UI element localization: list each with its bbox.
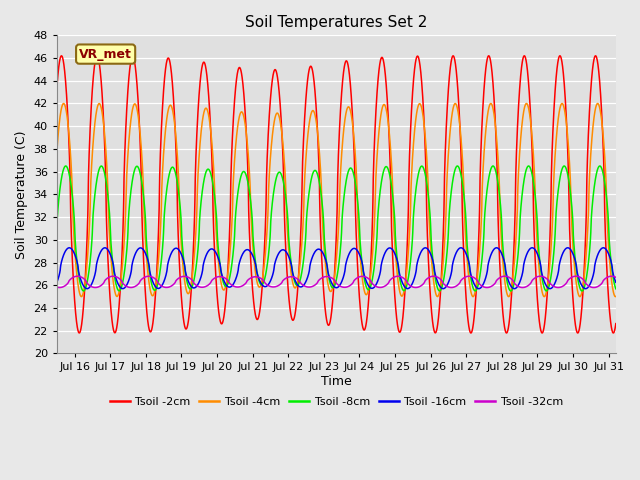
- Tsoil -2cm: [470, 316, 477, 322]
- Y-axis label: Soil Temperature (C): Soil Temperature (C): [15, 130, 28, 259]
- Tsoil -16cm: [612, 279, 620, 285]
- Tsoil -32cm: [536, 273, 544, 279]
- Line: Tsoil -16cm: Tsoil -16cm: [57, 248, 616, 288]
- Text: VR_met: VR_met: [79, 48, 132, 60]
- Tsoil -32cm: [53, 284, 61, 290]
- Title: Soil Temperatures Set 2: Soil Temperatures Set 2: [245, 15, 428, 30]
- Tsoil -16cm: [388, 246, 396, 252]
- Tsoil -8cm: [417, 165, 424, 170]
- Tsoil -32cm: [388, 276, 396, 281]
- Tsoil -32cm: [267, 284, 275, 289]
- Tsoil -16cm: [564, 245, 572, 251]
- Tsoil -8cm: [53, 226, 61, 231]
- Line: Tsoil -8cm: Tsoil -8cm: [57, 166, 616, 291]
- Tsoil -16cm: [470, 281, 477, 287]
- Tsoil -4cm: [417, 101, 424, 107]
- Tsoil -8cm: [513, 266, 520, 272]
- Tsoil -32cm: [612, 275, 620, 280]
- Tsoil -4cm: [513, 228, 520, 234]
- Tsoil -16cm: [513, 285, 520, 290]
- Line: Tsoil -2cm: Tsoil -2cm: [57, 56, 616, 333]
- Tsoil -4cm: [388, 171, 396, 177]
- Tsoil -16cm: [417, 251, 424, 256]
- Line: Tsoil -4cm: Tsoil -4cm: [57, 104, 616, 297]
- Tsoil -4cm: [540, 294, 548, 300]
- Tsoil -16cm: [546, 286, 554, 291]
- Tsoil -2cm: [417, 65, 424, 71]
- Tsoil -32cm: [417, 283, 424, 289]
- Tsoil -8cm: [154, 278, 162, 284]
- Tsoil -8cm: [388, 187, 396, 193]
- Legend: Tsoil -2cm, Tsoil -4cm, Tsoil -8cm, Tsoil -16cm, Tsoil -32cm: Tsoil -2cm, Tsoil -4cm, Tsoil -8cm, Tsoi…: [105, 393, 568, 411]
- Tsoil -2cm: [154, 232, 162, 238]
- Tsoil -2cm: [267, 96, 275, 102]
- Tsoil -16cm: [267, 278, 275, 284]
- Tsoil -32cm: [154, 280, 162, 286]
- Tsoil -32cm: [470, 275, 477, 280]
- Tsoil -8cm: [525, 163, 532, 169]
- Tsoil -8cm: [543, 288, 550, 294]
- Tsoil -8cm: [612, 286, 620, 292]
- Tsoil -2cm: [513, 151, 520, 156]
- X-axis label: Time: Time: [321, 375, 352, 388]
- Tsoil -4cm: [267, 155, 275, 160]
- Tsoil -4cm: [612, 294, 620, 300]
- Tsoil -2cm: [556, 53, 564, 59]
- Tsoil -2cm: [538, 330, 546, 336]
- Tsoil -4cm: [154, 258, 162, 264]
- Tsoil -16cm: [154, 286, 162, 291]
- Tsoil -4cm: [558, 101, 566, 107]
- Tsoil -32cm: [513, 282, 520, 288]
- Tsoil -2cm: [612, 321, 620, 326]
- Tsoil -2cm: [388, 240, 396, 245]
- Tsoil -2cm: [53, 85, 61, 91]
- Tsoil -16cm: [53, 279, 61, 285]
- Tsoil -8cm: [470, 287, 477, 293]
- Tsoil -4cm: [53, 149, 61, 155]
- Tsoil -4cm: [470, 293, 477, 299]
- Tsoil -8cm: [267, 228, 275, 233]
- Tsoil -32cm: [554, 285, 562, 290]
- Line: Tsoil -32cm: Tsoil -32cm: [57, 276, 616, 288]
